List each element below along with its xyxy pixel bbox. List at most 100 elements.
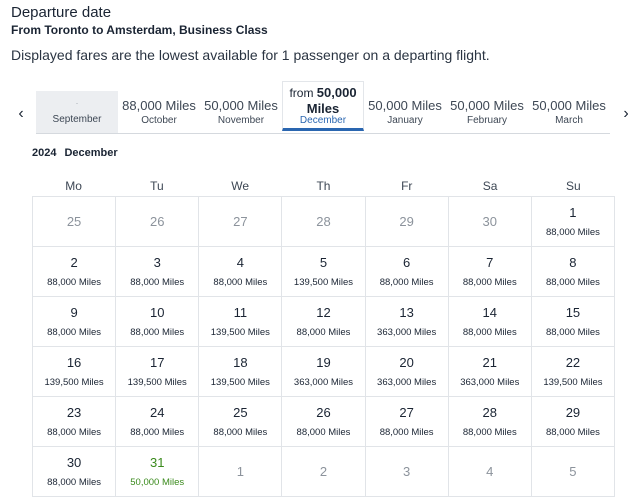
calendar-day-cell: 4 bbox=[448, 447, 532, 497]
calendar-day-cell: 1 bbox=[199, 447, 283, 497]
day-fare: 88,000 Miles bbox=[213, 427, 268, 438]
day-number: 9 bbox=[70, 305, 78, 320]
day-number: 25 bbox=[66, 214, 82, 229]
month-selector: - September 88,000 Miles October 50,000 … bbox=[36, 81, 610, 134]
weekday-header: Mo Tu We Th Fr Sa Su bbox=[32, 179, 615, 193]
day-number: 15 bbox=[565, 305, 581, 320]
calendar-day-cell[interactable]: 12 88,000 Miles bbox=[282, 297, 366, 347]
day-fare: 88,000 Miles bbox=[296, 327, 351, 338]
day-fare: 88,000 Miles bbox=[47, 277, 101, 288]
route-subtitle: From Toronto to Amsterdam, Business Clas… bbox=[11, 23, 268, 37]
calendar-day-cell: 5 bbox=[531, 447, 615, 497]
calendar-day-cell[interactable]: 22 139,500 Miles bbox=[531, 347, 615, 397]
calendar-day-cell[interactable]: 9 88,000 Miles bbox=[33, 297, 117, 347]
day-number: 2 bbox=[319, 464, 328, 479]
day-number: 4 bbox=[486, 464, 494, 479]
month-fare: 50,000 Miles bbox=[532, 98, 606, 113]
chevron-right-icon[interactable]: › bbox=[623, 105, 629, 122]
month-fare: 50,000 Miles bbox=[204, 98, 278, 113]
calendar-day-cell[interactable]: 21 363,000 Miles bbox=[448, 347, 532, 397]
day-fare: 363,000 Miles bbox=[460, 377, 520, 388]
day-fare: 88,000 Miles bbox=[296, 427, 351, 438]
day-fare: 88,000 Miles bbox=[47, 427, 101, 438]
month-tab-january[interactable]: 50,000 Miles January bbox=[364, 91, 446, 133]
weekday-label: We bbox=[231, 179, 250, 193]
calendar-day-cell[interactable]: 2 88,000 Miles bbox=[33, 247, 117, 297]
day-number: 22 bbox=[565, 355, 581, 370]
calendar-day-cell[interactable]: 7 88,000 Miles bbox=[448, 247, 532, 297]
day-number: 21 bbox=[482, 355, 497, 370]
day-number: 23 bbox=[66, 405, 82, 420]
calendar-day-cell[interactable]: 10 88,000 Miles bbox=[116, 297, 200, 347]
day-fare: 139,500 Miles bbox=[543, 377, 603, 388]
calendar-day-cell[interactable]: 1 88,000 Miles bbox=[531, 197, 615, 247]
day-fare: 139,500 Miles bbox=[293, 277, 354, 288]
calendar-day-cell[interactable]: 8 88,000 Miles bbox=[531, 247, 615, 297]
month-tab-march[interactable]: 50,000 Miles March bbox=[528, 91, 610, 133]
day-number: 30 bbox=[66, 455, 82, 470]
day-number: 28 bbox=[316, 214, 331, 229]
month-tab-october[interactable]: 88,000 Miles October bbox=[118, 91, 200, 133]
day-number: 4 bbox=[236, 255, 244, 270]
day-fare: 88,000 Miles bbox=[545, 327, 600, 338]
day-number: 13 bbox=[399, 305, 414, 320]
month-fare: - bbox=[76, 101, 78, 107]
calendar-day-cell[interactable]: 6 88,000 Miles bbox=[365, 247, 449, 297]
calendar-day-cell: 27 bbox=[199, 197, 283, 247]
calendar-heading: 2024 December bbox=[32, 147, 118, 159]
day-number: 17 bbox=[149, 355, 165, 370]
day-number: 20 bbox=[399, 355, 414, 370]
weekday-label: Mo bbox=[65, 179, 82, 193]
weekday-label: Fr bbox=[401, 179, 413, 193]
day-fare: 88,000 Miles bbox=[130, 427, 185, 438]
day-number: 29 bbox=[399, 214, 414, 229]
calendar-day-cell[interactable]: 24 88,000 Miles bbox=[116, 397, 200, 447]
day-fare: 139,500 Miles bbox=[210, 377, 270, 388]
calendar-day-cell[interactable]: 26 88,000 Miles bbox=[282, 397, 366, 447]
month-name: September bbox=[52, 114, 102, 125]
calendar-day-cell[interactable]: 19 363,000 Miles bbox=[282, 347, 366, 397]
month-tab-february[interactable]: 50,000 Miles February bbox=[446, 91, 528, 133]
calendar-day-cell[interactable]: 17 139,500 Miles bbox=[116, 347, 200, 397]
chevron-left-icon[interactable]: ‹ bbox=[18, 105, 24, 122]
calendar-day-cell[interactable]: 20 363,000 Miles bbox=[365, 347, 449, 397]
day-number: 19 bbox=[316, 355, 331, 370]
calendar-day-cell[interactable]: 29 88,000 Miles bbox=[531, 397, 615, 447]
day-fare: 363,000 Miles bbox=[377, 377, 437, 388]
calendar-day-cell[interactable]: 18 139,500 Miles bbox=[199, 347, 283, 397]
calendar-day-cell[interactable]: 27 88,000 Miles bbox=[365, 397, 449, 447]
page-title: Departure date bbox=[11, 4, 112, 21]
day-fare: 88,000 Miles bbox=[545, 427, 600, 438]
day-fare: 50,000 Miles bbox=[130, 477, 185, 488]
day-number: 27 bbox=[233, 214, 248, 229]
calendar-day-cell[interactable]: 4 88,000 Miles bbox=[199, 247, 283, 297]
month-tab-november[interactable]: 50,000 Miles November bbox=[200, 91, 282, 133]
calendar-day-cell[interactable]: 31 50,000 Miles bbox=[116, 447, 200, 497]
month-name: November bbox=[217, 115, 265, 126]
day-number: 29 bbox=[565, 405, 581, 420]
from-prefix: from bbox=[289, 86, 314, 100]
day-number: 1 bbox=[569, 205, 577, 220]
calendar-day-cell[interactable]: 15 88,000 Miles bbox=[531, 297, 615, 347]
month-name: January bbox=[387, 115, 423, 126]
calendar-day-cell[interactable]: 11 139,500 Miles bbox=[199, 297, 283, 347]
calendar-day-cell[interactable]: 13 363,000 Miles bbox=[365, 297, 449, 347]
day-number: 2 bbox=[70, 255, 78, 270]
month-fare: 50,000 Miles bbox=[450, 98, 524, 113]
calendar-day-cell: 30 bbox=[448, 197, 532, 247]
calendar-day-cell[interactable]: 3 88,000 Miles bbox=[116, 247, 200, 297]
calendar-month: December bbox=[64, 147, 118, 159]
day-fare: 88,000 Miles bbox=[130, 327, 185, 338]
calendar-day-cell[interactable]: 16 139,500 Miles bbox=[33, 347, 117, 397]
calendar-day-cell[interactable]: 23 88,000 Miles bbox=[33, 397, 117, 447]
calendar-day-cell[interactable]: 28 88,000 Miles bbox=[448, 397, 532, 447]
day-number: 8 bbox=[569, 255, 577, 270]
calendar-day-cell[interactable]: 25 88,000 Miles bbox=[199, 397, 283, 447]
calendar-day-cell[interactable]: 14 88,000 Miles bbox=[448, 297, 532, 347]
calendar-day-cell[interactable]: 30 88,000 Miles bbox=[33, 447, 117, 497]
day-fare: 139,500 Miles bbox=[44, 377, 104, 388]
day-fare: 363,000 Miles bbox=[377, 327, 437, 338]
day-number: 12 bbox=[316, 305, 331, 320]
month-tab-december[interactable]: from 50,000 Miles December bbox=[282, 81, 364, 131]
calendar-day-cell[interactable]: 5 139,500 Miles bbox=[282, 247, 366, 297]
